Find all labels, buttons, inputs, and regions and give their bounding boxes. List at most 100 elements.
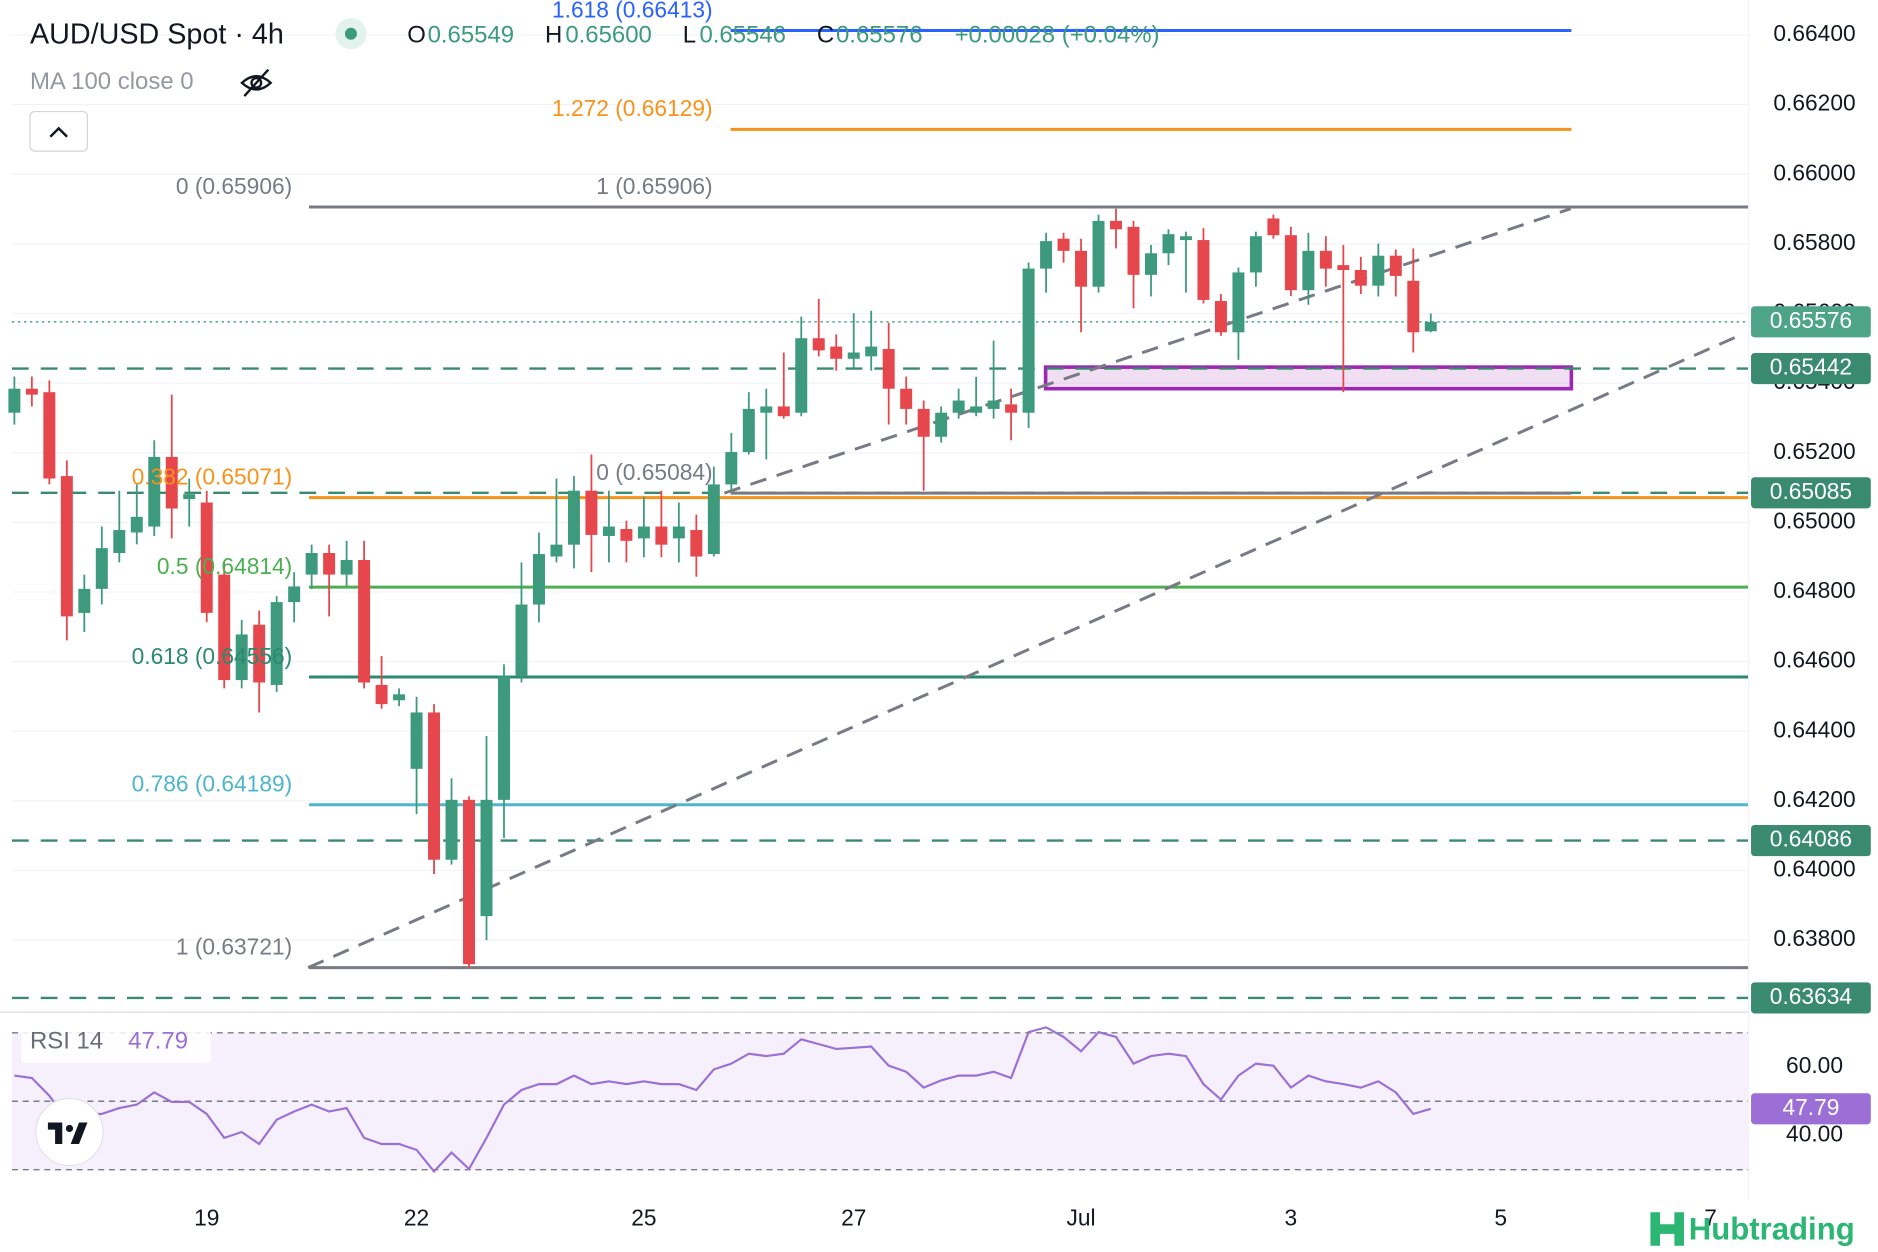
change: +0.00028 (+0.04%) [955,21,1160,48]
status-dot [344,27,357,40]
y-tick-label: 0.64600 [1773,647,1855,673]
x-tick-label: 19 [194,1204,219,1230]
candle-body [445,799,458,860]
pupil [250,76,263,89]
candle-body [8,388,21,413]
x-tick-label: 3 [1285,1204,1298,1230]
label-layer: 0.66400 0.66200 0.66000 0.65800 0.65600 0.654… [132,0,1871,1230]
grid-layer [11,34,1749,941]
candle-body [393,694,406,701]
support-zone [1043,365,1574,391]
chevron-up [49,126,68,138]
hide-icon[interactable] [240,68,273,97]
candle-body [1075,250,1088,287]
candle-body [690,530,703,557]
candle-body [1145,253,1157,275]
indicator-label: MA 100 close 0 [30,68,194,95]
x-tick-label: Jul [1067,1204,1096,1230]
brand-icon [1650,1212,1684,1246]
candle-body [323,553,336,575]
slash [243,68,270,97]
fib-label: 0.5 (0.64814) [157,553,292,579]
candle-body [218,574,231,681]
fib-label: 1 (0.63721) [176,933,292,959]
collapse-button[interactable] [29,110,89,152]
candle-body [532,554,545,605]
ohlc-value: 0.65600 [565,21,652,48]
candle-body [43,392,56,479]
candle-body [288,586,301,603]
trendline [723,207,1572,495]
price-box-label: 0.64086 [1770,826,1852,852]
candle-body [970,406,983,413]
y-tick-label: 0.66200 [1773,90,1855,116]
candle-body [1005,404,1018,413]
candle-body [305,553,318,575]
ohlc-value: 0.65549 [428,21,515,48]
candle-body [812,338,825,351]
candle-body [375,684,388,705]
candle-body [1110,220,1123,230]
rsi-value: 47.79 [128,1028,188,1055]
candle-body [183,494,196,500]
candle-body [900,388,913,409]
candle-body [952,400,965,413]
price-box-label: 0.65576 [1770,307,1852,333]
rsi-value-label: 47.79 [1782,1094,1839,1120]
candle-body [585,490,598,535]
rsi-value-box [1751,1093,1871,1125]
candle-body [1337,265,1350,270]
x-tick-label: 22 [404,1204,429,1230]
trendline [307,333,1743,969]
x-tick-label: 25 [631,1204,656,1230]
candle-body [1302,250,1315,291]
candle-body [1319,250,1332,269]
tv-logo[interactable] [35,1097,104,1167]
candle-body [742,408,755,453]
candle-body [113,530,126,554]
candle-body [830,346,843,359]
candle-body [253,624,266,683]
candle-body [655,526,668,545]
candle-body [1214,300,1227,333]
candle-body [148,456,161,527]
ohlc-value: 0.65546 [699,21,786,48]
y-tick-label: 0.64200 [1773,786,1855,812]
candle-body [795,338,808,413]
fib-ext-label: 1.618 (0.66413) [552,0,713,22]
candle-body [865,346,878,357]
x-tick-label: 5 [1494,1204,1507,1230]
candle-body [165,456,178,509]
candle-body [270,602,283,685]
candle-body [60,476,73,617]
candle-body [235,634,248,681]
y-tick-label: 0.64400 [1773,716,1855,742]
candle-body [935,412,948,437]
rsi-legend-bg [21,1021,211,1063]
candle-body [1249,236,1262,273]
candle-body [917,408,930,437]
ohlc-value: 0.65576 [836,21,923,48]
tv-dot [65,1124,74,1133]
candle-body [567,490,580,545]
ohlc-legend: O 0.65549 H 0.65600 L 0.65546 C 0.65576 [407,21,922,48]
candle-body [882,349,895,389]
y-tick-label: 0.63800 [1773,925,1855,951]
drawing-layer [11,28,1749,1000]
fib-ext-label: 0 (0.65084) [596,459,712,485]
rsi-tick-label: 40.00 [1786,1120,1843,1146]
candle-body [78,588,91,613]
candle-body [130,516,143,533]
ohlc-key: O [407,21,426,48]
candle-body [200,502,213,613]
candle-body [498,676,510,800]
candle-body [1354,269,1367,286]
fib-label: 0.786 (0.64189) [132,771,293,797]
candle-body [1179,236,1192,241]
y-tick-label: 0.65000 [1773,507,1855,533]
candle-body [1407,280,1420,333]
candle-body [1057,238,1070,251]
